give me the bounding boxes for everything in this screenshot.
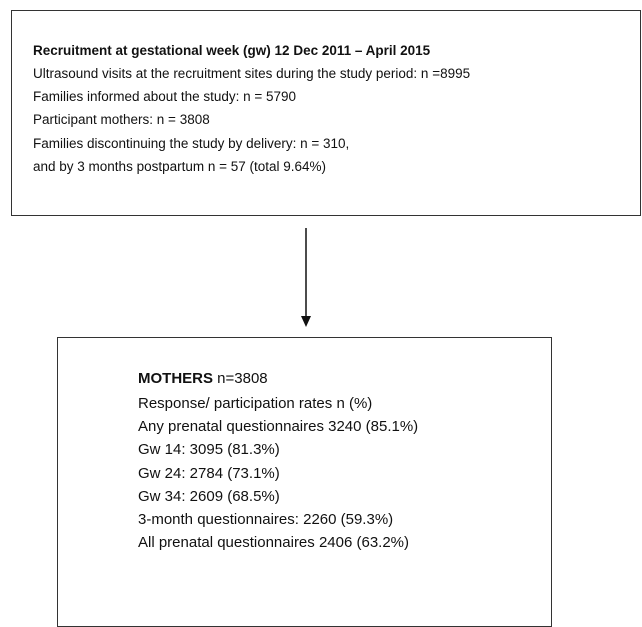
rate-line: Any prenatal questionnaires 3240 (85.1%)	[138, 418, 419, 436]
recruitment-box: Recruitment at gestational week (gw) 12 …	[11, 10, 641, 216]
rate-line: Response/ participation rates n (%)	[138, 395, 373, 412]
recruitment-line: Families informed about the study: n = 5…	[33, 89, 297, 105]
recruitment-line: Families discontinuing the study by deli…	[33, 135, 350, 151]
rate-line: Gw 14: 3095 (81.3%)	[138, 441, 280, 459]
mothers-label: MOTHERS	[138, 370, 213, 387]
rate-line: Gw 34: 2609 (68.5%)	[138, 487, 280, 505]
rate-line: All prenatal questionnaires 2406 (63.2%)	[138, 534, 410, 552]
mothers-title: MOTHERS n=3808	[138, 370, 268, 387]
recruitment-title: Recruitment at gestational week (gw) 12 …	[33, 43, 430, 58]
recruitment-line: Participant mothers: n = 3808	[33, 112, 210, 128]
mothers-count: n=3808	[217, 370, 268, 387]
arrow-head	[301, 316, 311, 327]
recruitment-line: and by 3 months postpartum n = 57 (total…	[33, 158, 327, 174]
arrow	[301, 228, 311, 327]
rate-line: 3-month questionnaires: 2260 (59.3%)	[138, 511, 394, 528]
recruitment-line: Ultrasound visits at the recruitment sit…	[33, 66, 471, 81]
mothers-box: MOTHERS n=3808 Response/ participation r…	[57, 337, 552, 627]
page: {"top_box": { "title": "Recruitment at g…	[11, 10, 641, 627]
rate-line: Gw 24: 2784 (73.1%)	[138, 464, 280, 482]
title-text: Recruitment at gestational week (gw) 12 …	[33, 43, 431, 58]
